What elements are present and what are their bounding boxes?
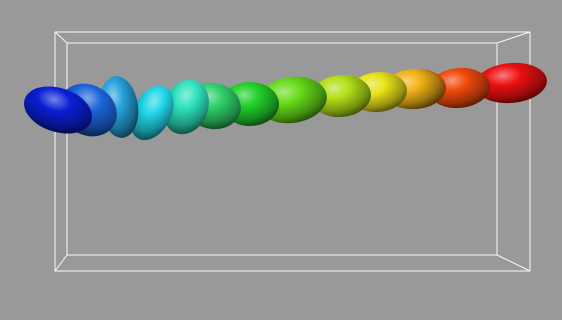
ellipsoid-red-orange (428, 67, 490, 109)
ellipsoid-cyan (130, 85, 174, 141)
ellipsoid-aqua-green (163, 79, 209, 135)
bounding-box-edge-tr (496, 31, 531, 44)
ellipsoid-blue (24, 86, 92, 134)
bounding-box (54, 31, 531, 272)
bounding-box-edge-bl (54, 254, 68, 272)
bounding-box-edge-tl (54, 31, 68, 44)
ellipsoid-chain (24, 62, 547, 141)
bounding-box-edge-br (496, 254, 531, 272)
ellipsoid-red (475, 62, 547, 104)
ellipsoid-yellow-green (311, 74, 371, 118)
